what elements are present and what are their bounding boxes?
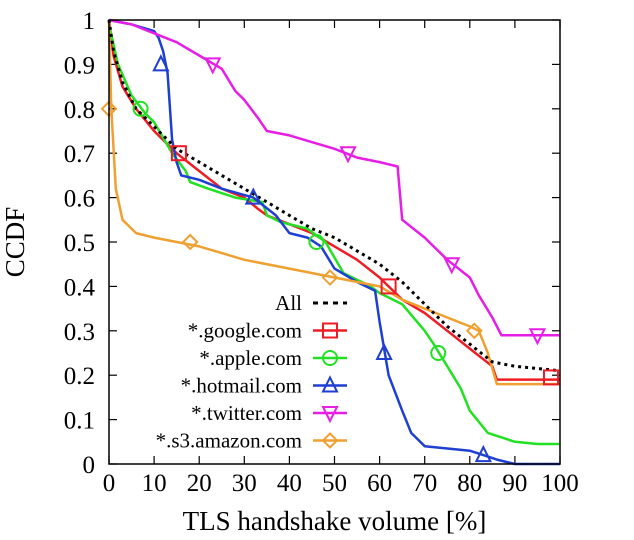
y-axis-title: CCDF bbox=[0, 207, 30, 278]
marker-apple-com bbox=[132, 100, 149, 117]
series-line-s3-amazon-com bbox=[107, 19, 560, 386]
y-tick-label: 0.8 bbox=[64, 97, 95, 124]
plot-frame bbox=[108, 19, 561, 465]
marker-google-com bbox=[542, 369, 559, 386]
legend-marker-s3-amazon-com bbox=[321, 432, 339, 449]
marker-hotmail-com bbox=[152, 54, 170, 72]
series-line-twitter-com bbox=[108, 18, 560, 337]
legend-label-apple-com: *.apple.com bbox=[199, 346, 302, 370]
x-axis-title: TLS handshake volume [%] bbox=[183, 506, 487, 536]
x-tick-label: 90 bbox=[502, 470, 527, 497]
y-tick-label: 0.2 bbox=[64, 363, 95, 390]
marker-twitter-com bbox=[204, 57, 222, 75]
tick-labels: 0 10 20 30 40 50 60 70 80 90 100 0 0.1 0.2 0.3 0.4 0.5 0.… bbox=[64, 8, 579, 497]
y-tick-label: 0.1 bbox=[64, 408, 95, 435]
marker-twitter-com bbox=[443, 257, 461, 275]
x-tick-label: 70 bbox=[412, 470, 437, 497]
marker-twitter-com bbox=[528, 328, 547, 346]
y-tick-label: 0.6 bbox=[64, 186, 95, 213]
legend-marker-apple-com bbox=[322, 350, 338, 366]
y-tick-label: 0 bbox=[83, 452, 96, 479]
x-tick-label: 60 bbox=[367, 470, 392, 497]
legend-marker-hotmail-com bbox=[321, 375, 339, 393]
x-tick-label: 80 bbox=[457, 470, 482, 497]
series-line-google-com bbox=[107, 19, 560, 381]
marker-hotmail-com bbox=[474, 444, 492, 463]
marker-google-com bbox=[380, 278, 397, 295]
series-lines bbox=[107, 18, 561, 466]
marker-twitter-com bbox=[339, 146, 357, 164]
y-tick-label: 0.3 bbox=[64, 319, 95, 346]
legend: All *.google.com *.apple.com *.hotmail.com *… bbox=[156, 291, 347, 453]
y-tick-label: 0.9 bbox=[64, 52, 95, 79]
x-tick-label: 100 bbox=[541, 470, 579, 497]
legend-label-hotmail-com: *.hotmail.com bbox=[181, 374, 302, 398]
marker-hotmail-com bbox=[375, 342, 393, 360]
legend-label-twitter-com: *.twitter.com bbox=[191, 401, 302, 425]
x-tick-label: 10 bbox=[142, 470, 167, 497]
marker-google-com bbox=[170, 145, 187, 162]
legend-label-s3-amazon-com: *.s3.amazon.com bbox=[156, 429, 302, 453]
x-tick-label: 50 bbox=[322, 470, 347, 497]
marker-hotmail-com bbox=[244, 187, 262, 205]
y-tick-label: 0.4 bbox=[64, 274, 96, 301]
marker-s3-amazon-com bbox=[465, 322, 483, 340]
legend-marker-twitter-com bbox=[321, 406, 339, 424]
series-line-apple-com bbox=[107, 24, 560, 446]
legend-label-google-com: *.google.com bbox=[188, 319, 302, 343]
legend-marker-google-com bbox=[322, 322, 338, 339]
legend-label-all: All bbox=[275, 291, 302, 315]
series-markers bbox=[100, 54, 559, 463]
marker-apple-com bbox=[308, 234, 325, 250]
y-tick-label: 0.7 bbox=[64, 141, 95, 168]
x-tick-label: 0 bbox=[103, 470, 116, 497]
marker-s3-amazon-com bbox=[321, 269, 339, 286]
marker-s3-amazon-com bbox=[181, 233, 199, 251]
y-tick-label: 0.5 bbox=[64, 230, 95, 257]
y-tick-label: 1 bbox=[83, 8, 96, 35]
x-tick-label: 30 bbox=[232, 470, 257, 497]
x-tick-label: 20 bbox=[187, 470, 212, 497]
x-tick-label: 40 bbox=[277, 470, 302, 497]
marker-apple-com bbox=[430, 345, 447, 361]
